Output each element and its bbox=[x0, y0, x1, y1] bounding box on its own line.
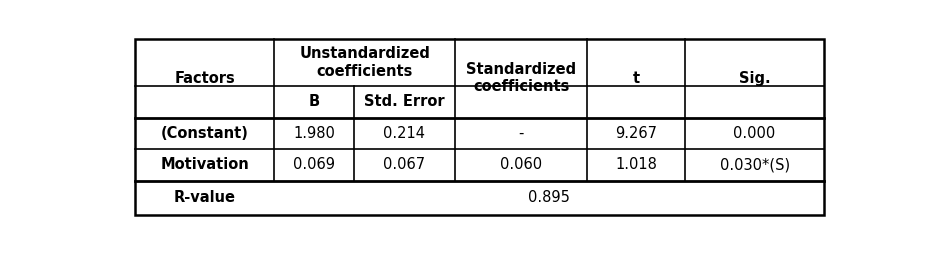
Text: R-value: R-value bbox=[174, 191, 236, 205]
Text: 0.895: 0.895 bbox=[529, 191, 570, 205]
Text: (Constant): (Constant) bbox=[161, 126, 249, 141]
Text: 1.980: 1.980 bbox=[293, 126, 335, 141]
Text: 9.267: 9.267 bbox=[615, 126, 657, 141]
Text: t: t bbox=[633, 70, 639, 86]
Text: -: - bbox=[519, 126, 524, 141]
Text: B: B bbox=[309, 94, 319, 109]
Text: 0.069: 0.069 bbox=[293, 157, 335, 172]
Text: Sig.: Sig. bbox=[739, 70, 770, 86]
Text: Motivation: Motivation bbox=[160, 157, 249, 172]
Text: 0.000: 0.000 bbox=[734, 126, 776, 141]
Text: 0.060: 0.060 bbox=[500, 157, 542, 172]
Text: 0.067: 0.067 bbox=[384, 157, 426, 172]
Text: Unstandardized
coefficients: Unstandardized coefficients bbox=[300, 46, 431, 79]
Text: 1.018: 1.018 bbox=[615, 157, 657, 172]
Text: 0.214: 0.214 bbox=[384, 126, 425, 141]
Text: Factors: Factors bbox=[174, 70, 235, 86]
Text: 0.030*(S): 0.030*(S) bbox=[720, 157, 790, 172]
Text: Standardized
coefficients: Standardized coefficients bbox=[466, 62, 577, 94]
Bar bbox=[135, 39, 825, 215]
Text: Std. Error: Std. Error bbox=[364, 94, 445, 109]
